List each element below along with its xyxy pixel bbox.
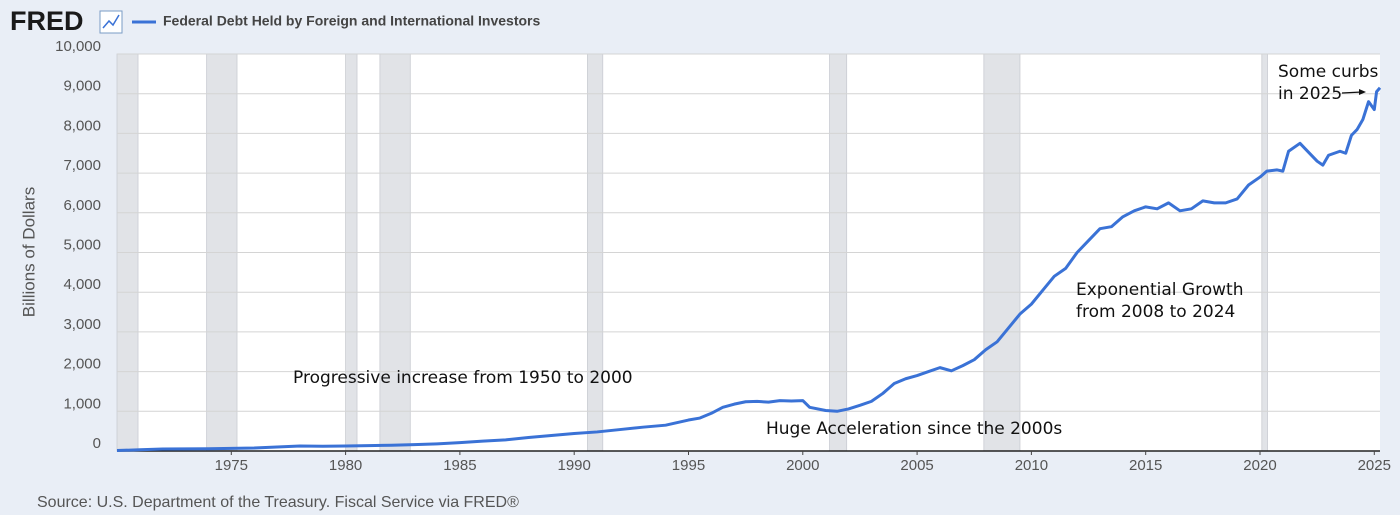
annotation: Some curbs bbox=[1278, 62, 1379, 82]
x-tick-label: 1995 bbox=[672, 457, 705, 474]
y-tick-label: 0 bbox=[93, 435, 101, 452]
y-tick-label: 10,000 bbox=[55, 38, 101, 55]
x-tick-label: 1975 bbox=[215, 457, 248, 474]
y-tick-label: 6,000 bbox=[63, 197, 101, 214]
x-tick-label: 2005 bbox=[900, 457, 933, 474]
annotation: from 2008 to 2024 bbox=[1076, 302, 1235, 322]
x-tick-label: 2025 bbox=[1358, 457, 1391, 474]
y-tick-label: 4,000 bbox=[63, 276, 101, 293]
annotation: in 2025 bbox=[1278, 84, 1342, 104]
x-tick-label: 1985 bbox=[443, 457, 476, 474]
annotation: Progressive increase from 1950 to 2000 bbox=[293, 368, 633, 388]
y-tick-label: 8,000 bbox=[63, 117, 101, 134]
x-tick-label: 2020 bbox=[1243, 457, 1276, 474]
data-line bbox=[116, 86, 1382, 453]
legend-label: Federal Debt Held by Foreign and Interna… bbox=[163, 13, 541, 29]
y-tick-label: 1,000 bbox=[63, 395, 101, 412]
annotation-arrow bbox=[1341, 89, 1366, 95]
y-tick-label: 3,000 bbox=[63, 316, 101, 333]
x-tick-label: 2015 bbox=[1129, 457, 1162, 474]
x-tick-label: 2010 bbox=[1015, 457, 1048, 474]
y-axis-label: Billions of Dollars bbox=[19, 187, 38, 317]
annotation: Huge Acceleration since the 2000s bbox=[766, 419, 1062, 439]
logo: FRED bbox=[10, 6, 84, 36]
y-tick-label: 9,000 bbox=[63, 78, 101, 95]
y-tick-label: 7,000 bbox=[63, 157, 101, 174]
logo-icon bbox=[99, 10, 123, 34]
y-tick-label: 2,000 bbox=[63, 356, 101, 373]
x-tick-label: 1980 bbox=[329, 457, 362, 474]
x-tick-label: 1990 bbox=[558, 457, 591, 474]
annotation: Exponential Growth bbox=[1076, 280, 1243, 300]
source: Source: U.S. Department of the Treasury.… bbox=[37, 494, 519, 511]
y-tick-label: 5,000 bbox=[63, 236, 101, 253]
grid bbox=[117, 53, 1380, 455]
x-tick-label: 2000 bbox=[786, 457, 819, 474]
